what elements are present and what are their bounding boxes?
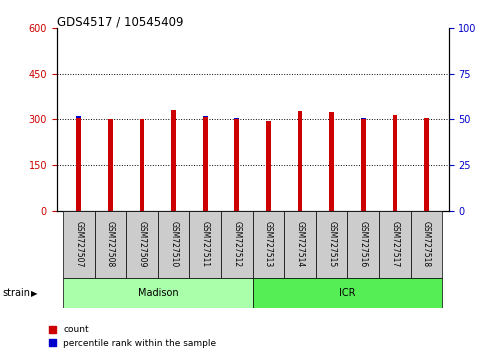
Text: GSM727512: GSM727512	[232, 221, 242, 267]
Text: strain: strain	[2, 288, 31, 298]
Bar	[329, 113, 334, 211]
Bar	[392, 115, 397, 211]
Bar	[392, 115, 397, 211]
Text: GSM727517: GSM727517	[390, 221, 399, 267]
Bar	[108, 119, 113, 211]
Bar	[361, 119, 366, 211]
Bar	[203, 117, 208, 211]
Bar	[63, 211, 95, 278]
Bar	[126, 211, 158, 278]
Bar	[108, 119, 113, 211]
Bar	[108, 120, 113, 211]
Bar	[235, 118, 239, 119]
Text: GSM727516: GSM727516	[359, 221, 368, 267]
Text: GSM727518: GSM727518	[422, 221, 431, 267]
Bar	[63, 278, 253, 308]
Bar	[235, 119, 239, 211]
Bar	[95, 211, 126, 278]
Bar	[299, 114, 302, 211]
Text: ICR: ICR	[339, 288, 356, 298]
Bar	[361, 119, 366, 211]
Bar	[298, 111, 302, 211]
Bar	[76, 118, 81, 211]
Bar	[140, 119, 144, 211]
Bar	[109, 120, 112, 211]
Bar	[140, 119, 144, 211]
Bar	[140, 120, 144, 211]
Bar	[392, 116, 397, 211]
Legend: count, percentile rank within the sample: count, percentile rank within the sample	[49, 325, 216, 348]
Bar	[221, 211, 253, 278]
Bar	[171, 110, 176, 211]
Text: GSM727510: GSM727510	[169, 221, 178, 267]
Bar	[172, 114, 175, 211]
Bar	[189, 211, 221, 278]
Bar	[266, 121, 271, 211]
Bar	[298, 111, 302, 211]
Bar	[298, 114, 302, 211]
Text: GSM727511: GSM727511	[201, 221, 210, 267]
Bar	[424, 118, 429, 211]
Text: GSM727507: GSM727507	[74, 221, 83, 268]
Bar	[348, 211, 379, 278]
Bar	[76, 116, 81, 118]
Bar	[76, 118, 81, 211]
Bar	[253, 278, 442, 308]
Bar	[171, 114, 176, 211]
Bar	[316, 211, 348, 278]
Text: Madison: Madison	[138, 288, 178, 298]
Bar	[235, 118, 239, 211]
Bar	[253, 211, 284, 278]
Bar	[424, 118, 429, 211]
Bar	[158, 211, 189, 278]
Bar	[284, 211, 316, 278]
Bar	[330, 116, 333, 211]
Bar	[203, 116, 208, 211]
Bar	[171, 110, 176, 211]
Text: GSM727515: GSM727515	[327, 221, 336, 267]
Bar	[361, 118, 366, 211]
Bar	[411, 211, 442, 278]
Text: ▶: ▶	[31, 289, 37, 298]
Bar	[361, 118, 366, 119]
Bar	[329, 116, 334, 211]
Text: GSM727513: GSM727513	[264, 221, 273, 267]
Text: GSM727514: GSM727514	[296, 221, 305, 267]
Bar	[203, 117, 208, 211]
Bar	[76, 116, 81, 211]
Bar	[141, 120, 143, 211]
Bar	[267, 121, 270, 211]
Bar	[266, 121, 271, 211]
Bar	[379, 211, 411, 278]
Bar	[203, 116, 208, 117]
Bar	[235, 119, 239, 211]
Bar	[393, 116, 396, 211]
Bar	[424, 118, 429, 211]
Text: GSM727508: GSM727508	[106, 221, 115, 267]
Text: GSM727509: GSM727509	[138, 221, 146, 268]
Bar	[266, 121, 271, 211]
Bar	[329, 113, 334, 211]
Text: GDS4517 / 10545409: GDS4517 / 10545409	[57, 16, 183, 29]
